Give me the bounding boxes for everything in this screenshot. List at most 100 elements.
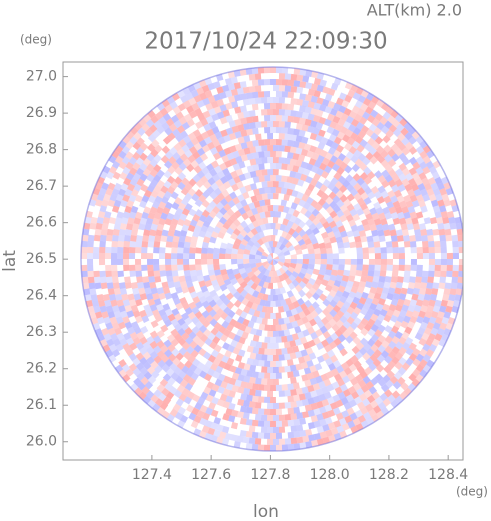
echo-cell (399, 200, 407, 209)
echo-cell (237, 124, 245, 132)
echo-cell (121, 156, 131, 165)
echo-cell (310, 331, 318, 340)
echo-cell (207, 427, 216, 436)
echo-cell (200, 118, 209, 127)
echo-cell (270, 276, 276, 283)
echo-cell (416, 264, 423, 272)
echo-cell (383, 314, 392, 323)
echo-cell (255, 133, 262, 141)
echo-cell (162, 206, 171, 215)
echo-cell (212, 173, 221, 182)
echo-cell (237, 423, 244, 430)
echo-cell (312, 127, 321, 135)
echo-cell (222, 167, 230, 176)
echo-cell (432, 305, 441, 313)
echo-cell (390, 235, 398, 242)
echo-cell (124, 234, 131, 242)
echo-cell (222, 328, 231, 337)
echo-cell (228, 120, 236, 128)
echo-cell (291, 271, 299, 279)
echo-cell (298, 289, 306, 298)
echo-cell (198, 280, 206, 288)
echo-cell (322, 424, 330, 432)
echo-cell (358, 280, 367, 289)
echo-cell (367, 137, 376, 146)
echo-cell (189, 219, 198, 227)
echo-cell (307, 248, 315, 255)
echo-cell (141, 241, 149, 248)
echo-cell (195, 264, 202, 271)
echo-cell (315, 375, 323, 384)
echo-cell (129, 246, 136, 254)
echo-cell (250, 282, 258, 291)
echo-cell (216, 424, 224, 432)
echo-cell (105, 241, 112, 247)
echo-cell (202, 319, 211, 328)
echo-cell (107, 288, 115, 296)
echo-cell (346, 280, 354, 288)
echo-cell (427, 332, 436, 341)
echo-cell (199, 153, 209, 162)
echo-cell (286, 164, 294, 172)
echo-cell (443, 311, 451, 319)
echo-cell (116, 211, 124, 219)
echo-cell (239, 81, 247, 88)
echo-cell (115, 343, 124, 352)
echo-cell (260, 414, 268, 421)
echo-cell (389, 229, 397, 237)
echo-cell (279, 286, 287, 295)
echo-cell (382, 111, 391, 120)
echo-cell (273, 181, 279, 188)
echo-cell (102, 216, 110, 225)
echo-cell (153, 184, 162, 193)
echo-cell (122, 211, 131, 219)
echo-cell (237, 316, 245, 325)
echo-cell (403, 298, 411, 307)
echo-cell (343, 241, 351, 249)
echo-cell (302, 423, 309, 430)
echo-cell (114, 182, 123, 191)
echo-cell (249, 170, 257, 178)
echo-cell (189, 264, 196, 271)
echo-cell (308, 222, 317, 231)
echo-cell (378, 297, 386, 306)
echo-cell (100, 228, 108, 236)
echo-cell (278, 169, 284, 176)
echo-cell (161, 281, 169, 289)
echo-cell (158, 201, 167, 210)
echo-cell (420, 188, 428, 197)
echo-cell (142, 235, 150, 242)
echo-cell (253, 277, 261, 285)
echo-cell (270, 162, 276, 170)
echo-cell (161, 229, 169, 237)
echo-cell (371, 141, 381, 150)
echo-cell (175, 133, 184, 143)
echo-cell (412, 161, 421, 170)
echo-cell (304, 94, 313, 102)
echo-cell (153, 264, 160, 271)
echo-cell (209, 341, 218, 350)
echo-cell (173, 323, 183, 332)
echo-cell (439, 305, 447, 313)
echo-cell (281, 384, 288, 391)
echo-cell (278, 97, 286, 104)
echo-cell (263, 384, 271, 391)
echo-cell (316, 273, 325, 281)
echo-cell (439, 187, 448, 196)
echo-cell (178, 370, 187, 379)
echo-cell (189, 253, 196, 259)
echo-cell (201, 144, 210, 153)
echo-cell (374, 136, 384, 145)
echo-cell (106, 338, 115, 347)
echo-cell (273, 193, 279, 200)
echo-cell (401, 157, 411, 166)
echo-cell (331, 323, 340, 332)
echo-cell (268, 270, 273, 277)
echo-cell (356, 187, 366, 196)
echo-cell (264, 312, 271, 319)
echo-cell (414, 282, 422, 290)
echo-cell (299, 68, 307, 76)
echo-cell (387, 148, 396, 158)
echo-cell (159, 253, 166, 259)
echo-cell (243, 248, 251, 255)
